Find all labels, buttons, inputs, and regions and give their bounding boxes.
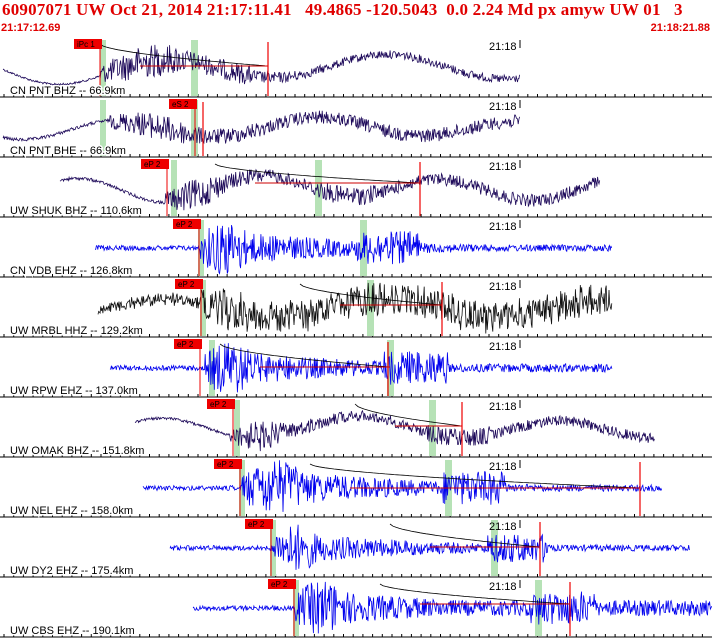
minute-mark-label: 21:18 — [489, 521, 517, 533]
p-window-marker — [239, 460, 245, 516]
waveform — [142, 460, 663, 512]
time-tick-marks — [3, 214, 703, 217]
station-label: CN PNT BHZ -- 66.9km — [10, 85, 125, 97]
coda-decay-curve — [389, 523, 541, 548]
station-label: UW SHUK BHZ -- 110.6km — [10, 205, 142, 217]
trace-panel[interactable]: 21:18 eP 2 UW NEL EHZ -- 158.0km — [0, 459, 712, 519]
minute-mark-label: 21:18 — [489, 581, 517, 593]
waveform — [2, 110, 520, 145]
station-label: UW MRBL HHZ -- 129.2km — [10, 325, 143, 337]
phase-pick-flag[interactable] — [268, 579, 296, 589]
minute-mark-label: 21:18 — [489, 41, 517, 53]
time-tick-marks — [3, 634, 703, 637]
coda-decay-curve — [219, 343, 389, 368]
time-tick-marks — [3, 334, 703, 337]
trace-panel[interactable]: 21:18 eP 2 UW RPW EHZ -- 137.0km — [0, 339, 712, 399]
station-label: UW DY2 EHZ -- 175.4km — [10, 565, 133, 577]
trace-panel[interactable]: 21:18 iPc 1 CN PNT BHZ -- 66.9km — [0, 39, 712, 99]
phase-pick-flag[interactable] — [207, 399, 235, 409]
minute-mark-label: 21:18 — [489, 161, 517, 173]
coda-decay-curve — [299, 283, 442, 306]
coda-decay-curve — [354, 403, 461, 427]
station-label: CN PNT BHE -- 66.9km — [10, 145, 126, 157]
trace-panel[interactable]: 21:18 eS 2 CN PNT BHE -- 66.9km — [0, 99, 712, 159]
s-window-marker — [387, 340, 394, 396]
p-window-marker — [234, 400, 240, 456]
phase-pick-flag[interactable] — [141, 159, 169, 169]
minute-mark-label: 21:18 — [489, 101, 517, 113]
phase-pick-label: eP 2 — [217, 460, 234, 469]
station-label: UW RPW EHZ -- 137.0km — [10, 385, 138, 397]
p-window-marker — [171, 160, 177, 216]
trace-panel[interactable]: 21:18 eP 2 UW OMAK BHZ -- 151.8km — [0, 399, 712, 459]
minute-mark-label: 21:18 — [489, 341, 517, 353]
p-window-marker — [100, 40, 106, 96]
s-window-marker — [191, 40, 198, 96]
waveform — [59, 168, 601, 211]
s-window-marker — [429, 400, 436, 456]
phase-pick-label: eP 2 — [177, 340, 194, 349]
p-window-marker — [100, 100, 106, 156]
phase-pick-flag[interactable] — [169, 99, 197, 109]
event-summary-title: 60907071 UW Oct 21, 2014 21:17:11.41 49.… — [2, 0, 683, 19]
time-tick-marks — [3, 274, 703, 277]
s-window-marker — [367, 280, 374, 336]
phase-pick-label: eP 2 — [176, 220, 193, 229]
phase-pick-label: eP 2 — [210, 400, 227, 409]
phase-pick-flag[interactable] — [174, 339, 202, 349]
time-tick-marks — [3, 514, 703, 517]
station-label: UW CBS EHZ -- 190.1km — [10, 625, 135, 637]
minute-mark-label: 21:18 — [489, 281, 517, 293]
station-label: UW OMAK BHZ -- 151.8km — [10, 445, 144, 457]
phase-pick-label: eP 2 — [271, 580, 288, 589]
trace-panel[interactable]: 21:18 eP 2 UW CBS EHZ -- 190.1km — [0, 579, 712, 638]
trace-panel[interactable]: 21:18 eP 2 UW MRBL HHZ -- 129.2km — [0, 279, 712, 339]
coda-decay-curve — [309, 463, 641, 489]
minute-mark-label: 21:18 — [489, 401, 517, 413]
s-window-marker — [491, 520, 498, 576]
station-label: UW NEL EHZ -- 158.0km — [10, 505, 133, 517]
phase-pick-flag[interactable] — [74, 39, 102, 49]
phase-pick-flag[interactable] — [175, 279, 203, 289]
time-tick-marks — [3, 94, 703, 97]
phase-pick-flag[interactable] — [245, 519, 273, 529]
trace-panel[interactable]: 21:18 eP 2 CN VDB EHZ -- 126.8km — [0, 219, 712, 279]
waveform — [97, 282, 613, 334]
window-start-time: 21:17:12.69 — [1, 22, 61, 34]
phase-pick-label: iPc 1 — [77, 40, 95, 49]
time-tick-marks — [3, 154, 703, 157]
coda-decay-curve — [99, 43, 269, 67]
trace-panel[interactable]: 21:18 eP 2 UW DY2 EHZ -- 175.4km — [0, 519, 712, 579]
phase-pick-flag[interactable] — [173, 219, 201, 229]
waveform — [169, 524, 690, 570]
phase-pick-flag[interactable] — [214, 459, 242, 469]
waveform — [95, 225, 612, 275]
event-header: 60907071 UW Oct 21, 2014 21:17:11.41 49.… — [0, 0, 712, 38]
p-window-marker — [200, 280, 206, 336]
waveform — [192, 581, 712, 634]
p-window-marker — [293, 580, 299, 636]
phase-pick-label: eP 2 — [178, 280, 195, 289]
phase-pick-label: eP 2 — [144, 160, 161, 169]
waveform — [2, 44, 520, 87]
trace-panel[interactable]: 21:18 eP 2 UW SHUK BHZ -- 110.6km — [0, 159, 712, 219]
window-end-time: 21:18:21.88 — [650, 22, 710, 34]
minute-mark-label: 21:18 — [489, 221, 517, 233]
time-tick-marks — [3, 574, 703, 577]
minute-mark-label: 21:18 — [489, 461, 517, 473]
phase-pick-label: eS 2 — [172, 100, 189, 109]
phase-pick-label: eP 2 — [248, 520, 265, 529]
coda-decay-curve — [379, 583, 570, 605]
waveform — [109, 343, 613, 393]
waveform — [134, 409, 655, 452]
station-label: CN VDB EHZ -- 126.8km — [10, 265, 132, 277]
coda-decay-curve — [214, 163, 420, 184]
